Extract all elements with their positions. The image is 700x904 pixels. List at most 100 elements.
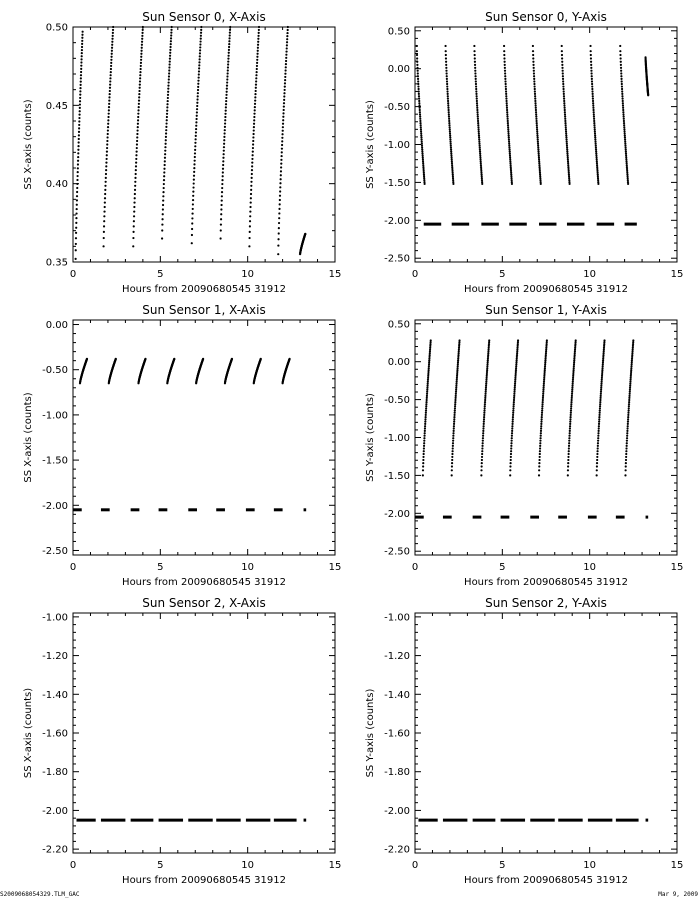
data-point xyxy=(481,437,485,440)
y-axis-label: SS X-axis (counts) xyxy=(23,392,34,482)
data-point xyxy=(259,357,262,360)
data-point xyxy=(446,99,450,103)
data-point xyxy=(78,100,82,103)
data-point xyxy=(561,66,564,69)
data-point xyxy=(480,462,483,465)
data-point xyxy=(568,182,571,186)
data-point xyxy=(624,146,627,149)
data-point xyxy=(484,394,487,397)
y-tick-label: -1.50 xyxy=(384,178,410,189)
data-point xyxy=(141,28,144,32)
data-point xyxy=(542,382,545,385)
data-point xyxy=(515,359,518,362)
data-point xyxy=(562,90,565,93)
x-axis-label: Hours from 20090680545 31912 xyxy=(464,284,628,295)
data-point xyxy=(74,242,77,246)
data-point xyxy=(621,104,625,107)
data-point xyxy=(571,386,574,389)
data-point xyxy=(474,80,477,83)
data-series xyxy=(473,44,484,186)
data-point xyxy=(132,230,135,233)
data-point xyxy=(251,165,254,168)
data-point xyxy=(278,198,281,202)
data-point xyxy=(422,462,425,465)
data-point xyxy=(277,232,280,235)
x-tick-label: 5 xyxy=(157,860,163,871)
data-point xyxy=(485,376,488,379)
data-point xyxy=(162,199,165,202)
data-point xyxy=(510,432,514,435)
data-point xyxy=(590,75,593,78)
data-point xyxy=(535,119,538,123)
data-point xyxy=(253,115,256,119)
data-point xyxy=(81,30,84,33)
data-point xyxy=(103,220,106,223)
data-point xyxy=(630,367,633,370)
data-point xyxy=(562,82,565,86)
data-point xyxy=(132,225,135,228)
data-point xyxy=(544,353,547,357)
data-point xyxy=(458,341,461,344)
data-point xyxy=(594,146,598,149)
data-point xyxy=(192,182,195,185)
data-point xyxy=(192,190,195,193)
data-point xyxy=(478,146,481,149)
data-point xyxy=(593,130,596,133)
data-point xyxy=(111,28,115,32)
data-point xyxy=(507,130,510,133)
data-point xyxy=(168,63,171,66)
data-point xyxy=(504,90,508,93)
data-point xyxy=(456,372,459,376)
data-point xyxy=(620,69,623,72)
data-point xyxy=(222,153,225,156)
data-point xyxy=(249,201,252,204)
data-point xyxy=(620,72,623,75)
y-tick-label: -1.00 xyxy=(42,612,68,623)
data-point xyxy=(572,363,576,366)
data-point xyxy=(596,455,599,459)
data-point xyxy=(81,42,84,45)
data-point xyxy=(516,350,519,353)
data-point xyxy=(255,74,258,77)
data-point xyxy=(421,160,425,163)
data-point xyxy=(533,92,537,95)
data-point xyxy=(624,458,628,462)
plot-frame xyxy=(414,612,678,854)
data-series xyxy=(252,357,262,385)
data-point xyxy=(107,112,110,115)
data-point xyxy=(163,160,166,163)
data-point xyxy=(511,425,514,428)
data-point xyxy=(446,82,449,86)
data-point xyxy=(621,99,624,103)
data-point xyxy=(447,115,451,118)
data-point xyxy=(425,396,428,400)
data-point xyxy=(285,56,288,59)
data-point xyxy=(602,357,605,360)
data-point xyxy=(474,69,477,72)
data-point xyxy=(164,142,167,145)
data-point xyxy=(224,103,228,106)
x-tick-label: 0 xyxy=(70,562,76,573)
data-point xyxy=(592,106,595,109)
data-series xyxy=(137,357,147,385)
data-point xyxy=(540,418,543,421)
data-point xyxy=(565,134,568,137)
y-tick-label: -2.00 xyxy=(384,509,410,520)
data-point xyxy=(600,374,604,378)
data-point xyxy=(193,170,196,173)
data-point xyxy=(625,437,629,440)
y-tick-label: -2.20 xyxy=(42,845,68,856)
data-point xyxy=(416,72,419,75)
data-point xyxy=(277,238,280,241)
data-point xyxy=(532,66,535,69)
data-point xyxy=(622,113,625,116)
data-point xyxy=(475,90,478,93)
data-point xyxy=(538,169,541,172)
data-point xyxy=(104,184,107,187)
data-point xyxy=(481,439,484,442)
data-point xyxy=(533,87,536,91)
data-point xyxy=(196,88,200,92)
data-point xyxy=(533,90,536,93)
data-point xyxy=(603,339,606,342)
data-point xyxy=(535,113,538,116)
